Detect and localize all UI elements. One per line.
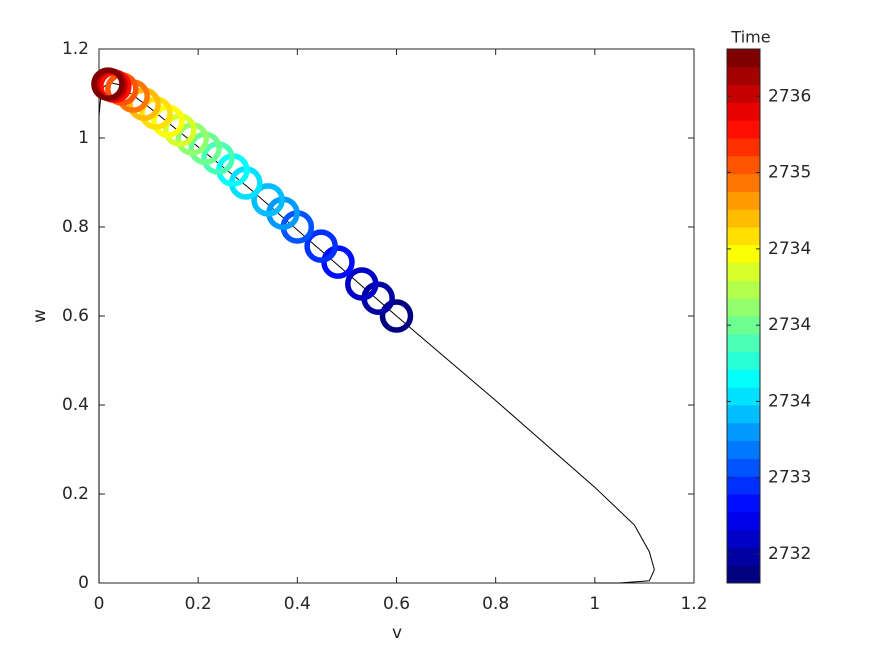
colorbar-band [727, 529, 760, 548]
colorbar-band [727, 333, 760, 353]
x-tick-label: 0.8 [482, 594, 509, 614]
x-tick-label: 0.4 [284, 594, 311, 614]
colorbar-band [727, 209, 760, 228]
colorbar-band [727, 102, 760, 121]
y-tick-label: 0.4 [62, 395, 89, 415]
colorbar-band [727, 387, 760, 406]
colorbar-title: Time [730, 28, 770, 47]
colorbar-band [727, 494, 760, 513]
x-axis-label: v [392, 623, 402, 643]
x-tick-label: 1 [589, 594, 600, 614]
colorbar-band [727, 66, 760, 86]
y-tick-label: 0 [78, 573, 89, 593]
colorbar-band [727, 191, 760, 210]
colorbar-tick-label: 2734 [768, 391, 811, 411]
colorbar-tick-label: 2735 [768, 163, 811, 183]
colorbar-band [727, 280, 760, 299]
colorbar-band [727, 351, 760, 370]
colorbar-tick-label: 2734 [768, 239, 811, 259]
colorbar-band [727, 476, 760, 495]
colorbar-band [727, 316, 760, 335]
colorbar-band [727, 440, 760, 459]
colorbar-frame [726, 48, 761, 584]
colorbar-band [727, 138, 760, 157]
scatter-point [345, 267, 379, 301]
scatter-point [304, 229, 338, 263]
trajectory [98, 81, 655, 584]
colorbar-band [727, 262, 760, 281]
y-tick-label: 0.2 [62, 484, 89, 504]
x-tick-label: 0.2 [185, 594, 212, 614]
y-tick-label: 0.6 [62, 306, 89, 326]
scatter-point [379, 299, 414, 333]
scatter-point [91, 67, 125, 101]
colorbar-band [727, 511, 760, 531]
colorbar-tick-label: 2733 [768, 468, 811, 488]
colorbar-band [727, 565, 760, 584]
y-tick-label: 1 [78, 128, 89, 148]
colorbar-band [727, 244, 760, 264]
colorbar-tick-label: 2734 [768, 315, 811, 335]
colorbar-band [727, 120, 760, 139]
colorbar-band [727, 227, 760, 246]
colorbar-band [727, 298, 760, 317]
colorbar-band [727, 405, 760, 424]
y-tick-label: 0.8 [62, 217, 89, 237]
colorbar-band [727, 155, 760, 175]
colorbar-tick-label: 2732 [768, 544, 811, 564]
x-tick-label: 0 [94, 594, 105, 614]
x-tick-label: 1.2 [680, 594, 707, 614]
colorbar-band [727, 173, 760, 192]
colorbar-band [727, 547, 760, 566]
colorbar-band [727, 422, 760, 442]
colorbar-band [727, 49, 760, 68]
colorbar-band [727, 458, 760, 477]
colorbar-band [727, 369, 760, 388]
colorbar-band [727, 84, 760, 103]
x-tick-label: 0.6 [383, 594, 410, 614]
colorbar-tick-label: 2736 [768, 86, 811, 106]
y-axis-label: w [30, 309, 50, 323]
scatter-point [251, 183, 285, 217]
y-tick-label: 1.2 [62, 39, 89, 59]
